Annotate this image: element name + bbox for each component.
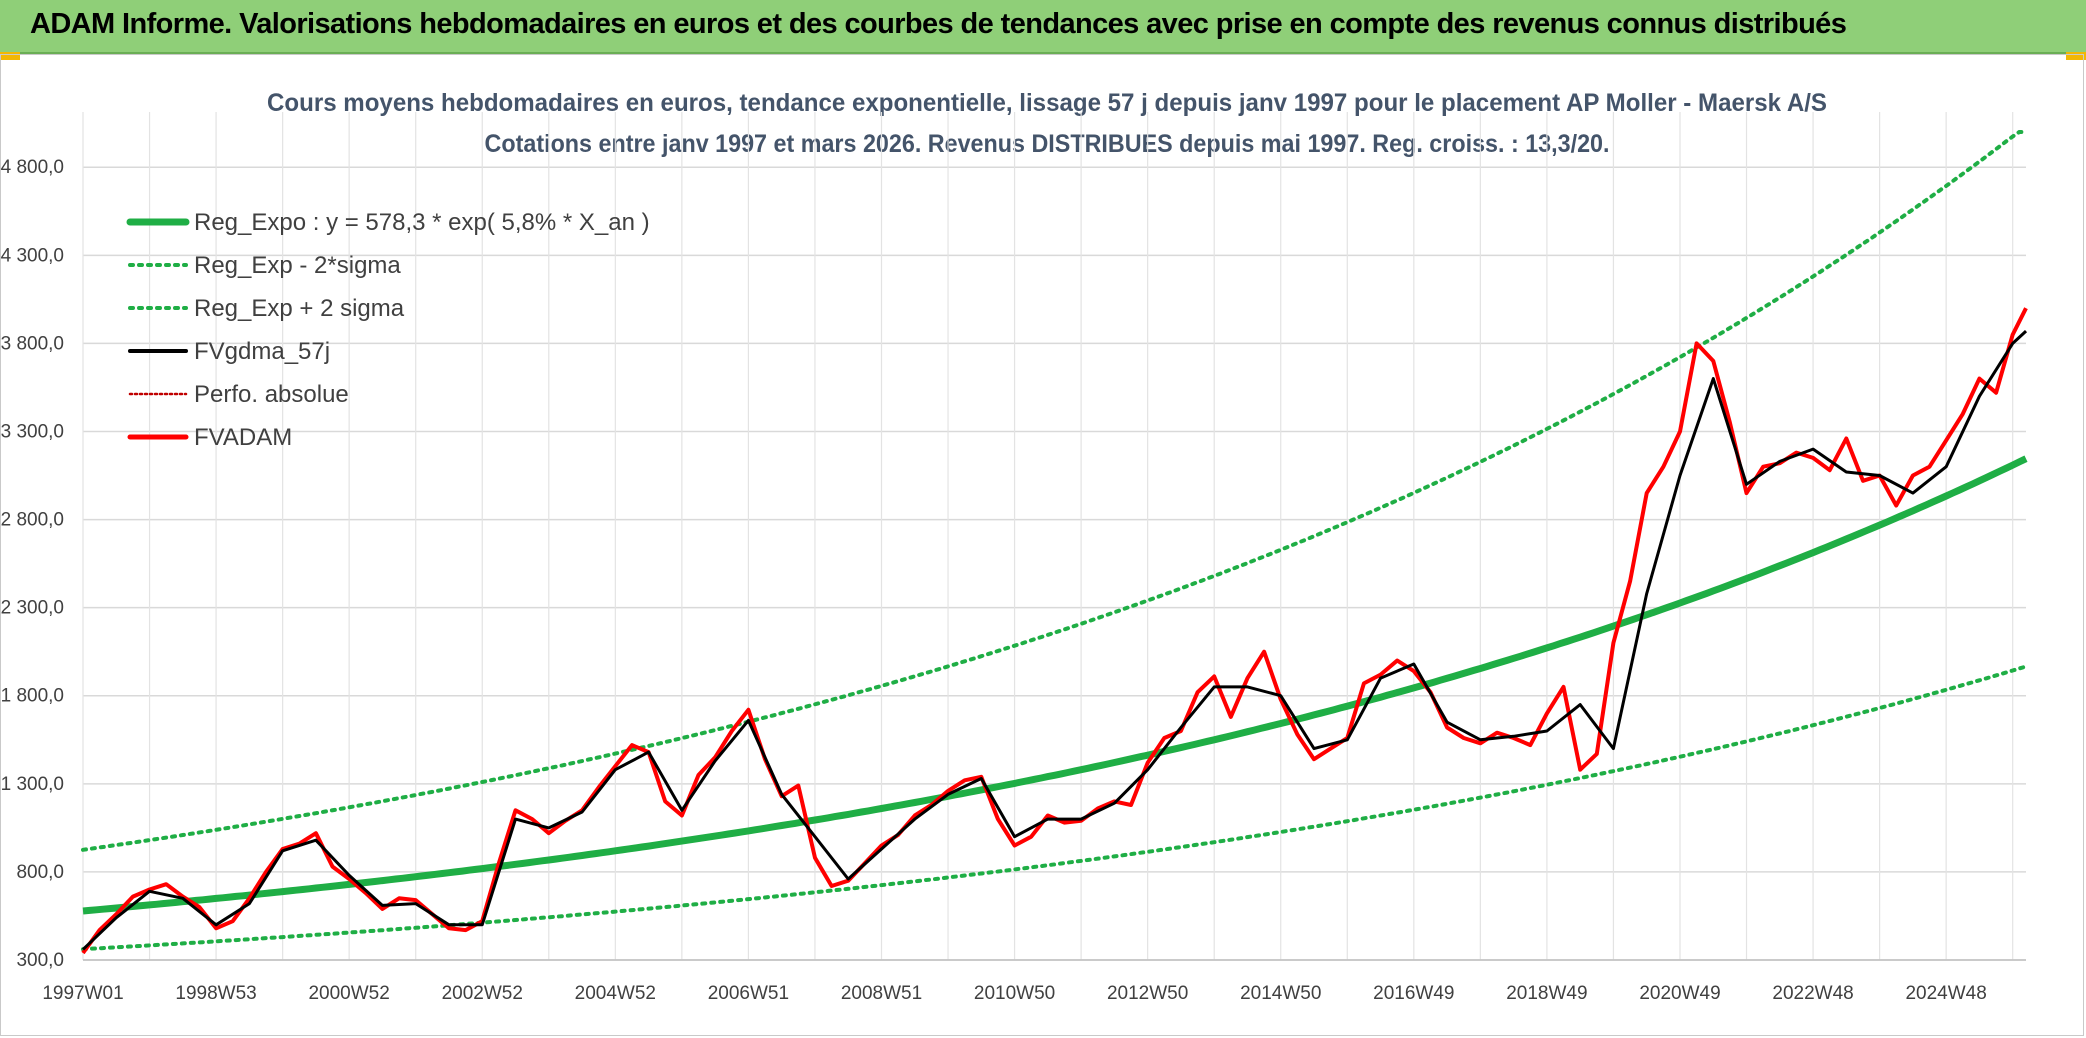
legend-label-upper: Reg_Exp + 2 sigma [194,295,405,322]
chart-subtitle: Cotations entre janv 1997 et mars 2026. … [485,130,1610,158]
fvadam-line [81,307,2028,955]
y-tick-label: 800,0 [16,862,64,883]
upper-band-line [81,130,2028,852]
legend-label-reg: Reg_Expo : y = 578,3 * exp( 5,8% * X_an … [194,209,650,236]
x-tick-label: 2010W50 [974,983,1055,1004]
legend-label-gdma: FVgdma_57j [194,338,330,365]
legend-label-perfo: Perfo. absolue [194,381,349,408]
chart-title: Cours moyens hebdomadaires en euros, ten… [267,89,1827,117]
x-tick-label: 2016W49 [1373,983,1454,1004]
y-tick-label: 1 300,0 [1,774,64,795]
chart-frame [0,54,2084,1036]
x-tick-label: 2018W49 [1506,983,1587,1004]
x-tick-label: 2012W50 [1107,983,1188,1004]
x-tick-label: 2000W52 [308,983,389,1004]
x-tick-label: 2008W51 [841,983,922,1004]
x-tick-label: 2002W52 [442,983,523,1004]
y-tick-label: 300,0 [16,950,64,971]
legend-label-fvadam: FVADAM [194,424,292,451]
perfo-absolue-line [82,330,2027,951]
y-tick-label: 2 800,0 [1,510,64,531]
fvgdma-line [81,329,2028,951]
legend-label-lower: Reg_Exp - 2*sigma [194,252,401,279]
x-tick-label: 2004W52 [575,983,656,1004]
corner-marker-left [0,52,20,60]
x-tick-label: 2006W51 [708,983,789,1004]
header-banner: ADAM Informe. Valorisations hebdomadaire… [0,0,2086,54]
header-title: ADAM Informe. Valorisations hebdomadaire… [30,8,1847,40]
corner-marker-right [2066,52,2086,60]
y-tick-label: 1 800,0 [1,686,64,707]
y-tick-label: 2 300,0 [1,598,64,619]
x-tick-label: 1998W53 [175,983,256,1004]
x-tick-label: 2022W48 [1772,983,1853,1004]
x-tick-label: 2024W48 [1905,983,1986,1004]
y-tick-label: 3 800,0 [1,333,64,354]
x-tick-label: 1997W01 [42,983,123,1004]
regression-line [82,455,2028,915]
x-tick-label: 2020W49 [1639,983,1720,1004]
y-tick-label: 3 300,0 [1,421,64,442]
lower-band-line [81,664,2028,952]
x-tick-label: 2014W50 [1240,983,1321,1004]
y-tick-label: 4 300,0 [1,245,64,266]
y-tick-label: 4 800,0 [1,157,64,178]
